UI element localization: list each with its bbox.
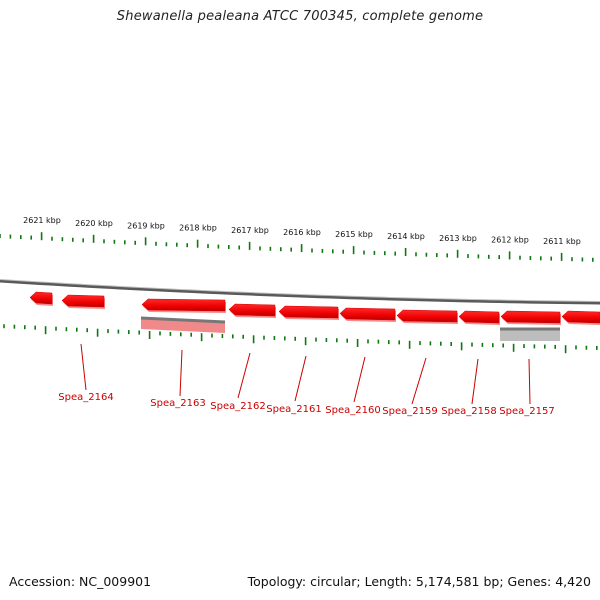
gene-label-spea-2163[interactable]: Spea_2163 — [150, 398, 205, 409]
gene-leader-line — [237, 352, 251, 399]
gene-leader-line — [353, 356, 366, 403]
scale-label: 2612 kbp — [491, 235, 529, 244]
gene-arrow[interactable] — [228, 303, 276, 317]
gene-leader-line — [471, 358, 479, 405]
scale-label: 2613 kbp — [439, 234, 477, 243]
feature-bar-pink-edge — [140, 316, 226, 324]
gene-label-spea-2161[interactable]: Spea_2161 — [266, 404, 321, 415]
gene-leader-line — [528, 358, 531, 405]
gene-label-spea-2157[interactable]: Spea_2157 — [499, 406, 554, 417]
feature-bar-grey[interactable] — [500, 329, 560, 341]
gene-arrow[interactable] — [561, 310, 600, 324]
gene-label-spea-2164[interactable]: Spea_2164 — [58, 392, 113, 403]
gene-label-spea-2159[interactable]: Spea_2159 — [382, 406, 437, 417]
scale-label: 2621 kbp — [23, 216, 61, 225]
gene-arrow[interactable] — [339, 307, 396, 321]
genome-summary: Topology: circular; Length: 5,174,581 bp… — [247, 574, 591, 589]
scale-label: 2614 kbp — [387, 232, 425, 241]
genome-backbone — [0, 279, 600, 305]
gene-label-spea-2158[interactable]: Spea_2158 — [441, 406, 496, 417]
scale-label: 2619 kbp — [127, 221, 165, 230]
scale-label: 2618 kbp — [179, 224, 217, 233]
gene-label-spea-2160[interactable]: Spea_2160 — [325, 405, 380, 416]
gene-arrow[interactable] — [278, 305, 339, 319]
genome-title: Shewanella pealeana ATCC 700345, complet… — [116, 9, 484, 24]
gene-arrow[interactable] — [141, 298, 226, 312]
accession-label: Accession: NC_009901 — [9, 574, 152, 589]
gene-arrow[interactable] — [500, 310, 561, 324]
gene-leader-line — [294, 355, 307, 402]
scale-label: 2615 kbp — [335, 230, 373, 239]
scale-label: 2616 kbp — [283, 228, 321, 237]
gene-arrow[interactable] — [61, 294, 105, 308]
scale-label: 2617 kbp — [231, 226, 269, 235]
gene-leader-line — [80, 343, 87, 391]
scale-label: 2620 kbp — [75, 219, 113, 228]
gene-arrow[interactable] — [458, 310, 500, 324]
gene-arrow[interactable] — [29, 291, 53, 305]
gene-leader-line — [179, 349, 183, 397]
gene-label-spea-2162[interactable]: Spea_2162 — [210, 401, 265, 412]
genome-backbone-highlight — [0, 279, 600, 302]
gene-leader-line — [411, 357, 427, 405]
scale-label: 2611 kbp — [543, 237, 581, 246]
gene-arrow[interactable] — [396, 309, 458, 323]
